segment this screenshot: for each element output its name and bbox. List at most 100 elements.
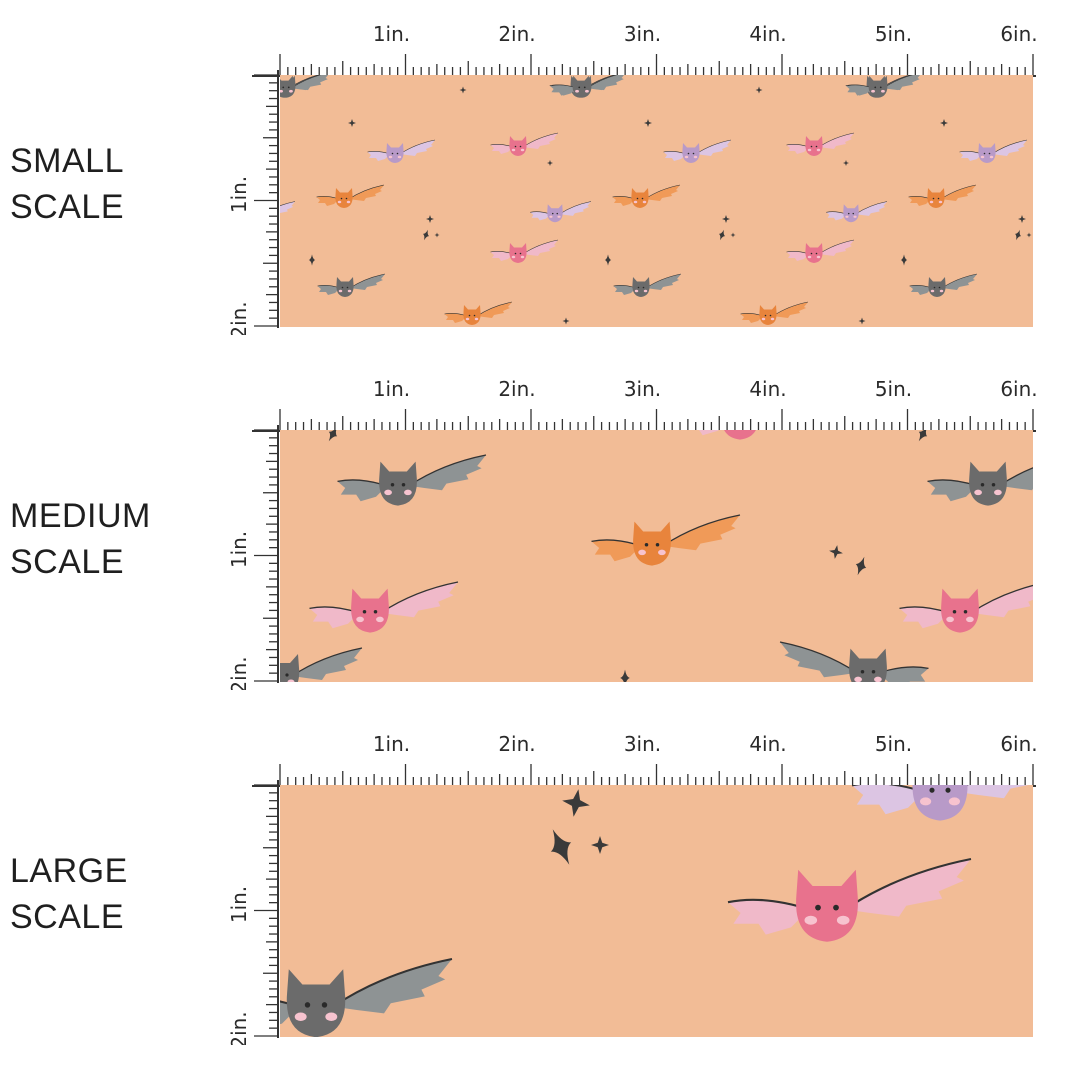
top-ruler-label: 2in. <box>498 377 535 401</box>
star-icon <box>1018 215 1026 223</box>
star-icon <box>858 317 866 325</box>
scale-label: LARGE SCALE <box>10 848 128 940</box>
left-ruler-label: 1in. <box>227 176 251 213</box>
sparkle-icon <box>620 669 630 682</box>
star-icon <box>829 545 843 559</box>
bat-icon <box>908 184 977 208</box>
fabric-swatch <box>280 785 1033 1037</box>
bat-icon <box>663 139 732 163</box>
star-icon <box>940 119 948 127</box>
scale-label-line2: SCALE <box>10 188 124 226</box>
bat-icon <box>280 75 329 98</box>
sparkle-icon <box>604 254 612 266</box>
left-ruler-label: 2in. <box>227 301 251 335</box>
bat-icon <box>779 641 929 682</box>
bat-icon <box>909 273 978 297</box>
star-icon <box>348 119 356 127</box>
fabric-swatch <box>280 430 1033 682</box>
top-ruler-label: 5in. <box>875 732 912 756</box>
sparkle-icon <box>550 829 572 865</box>
bat-icon <box>490 239 559 263</box>
sparkle-icon <box>328 430 338 442</box>
sparkle-icon <box>1014 229 1022 241</box>
star-icon <box>547 160 553 166</box>
left-ruler-label: 1in. <box>227 531 251 568</box>
star-icon <box>843 160 849 166</box>
sparkle-icon <box>422 229 430 241</box>
bat-icon <box>847 75 921 98</box>
bat-icon <box>280 647 363 682</box>
top-ruler-label: 4in. <box>749 22 786 46</box>
bat-icon <box>280 201 296 213</box>
star-icon <box>722 215 730 223</box>
fabric-swatch <box>280 75 1033 327</box>
bat-icon <box>786 239 855 263</box>
scale-label-line1: MEDIUM <box>10 497 151 535</box>
top-ruler-label: 3in. <box>624 732 661 756</box>
top-ruler: 1in. 2in. 3in. 4in. 5in. 6in. <box>252 720 1042 790</box>
left-ruler-label: 2in. <box>227 1011 251 1045</box>
scale-label: MEDIUM SCALE <box>10 493 151 585</box>
top-ruler: 1in. 2in. 3in. 4in. 5in. 6in. <box>252 10 1042 80</box>
scale-label-line2: SCALE <box>10 898 124 936</box>
scale-label-line1: LARGE <box>10 852 128 890</box>
star-icon <box>644 119 652 127</box>
bat-icon <box>280 957 453 1037</box>
left-ruler: 1in. 2in. <box>220 780 282 1045</box>
bat-icon <box>613 273 682 297</box>
left-ruler-label: 1in. <box>227 886 251 923</box>
sparkle-icon <box>855 556 867 576</box>
top-ruler-label: 3in. <box>624 22 661 46</box>
top-ruler-label: 1in. <box>373 732 410 756</box>
star-icon <box>755 86 763 94</box>
bat-icon <box>927 461 1033 506</box>
star-icon <box>459 86 467 94</box>
bat-icon <box>337 454 487 506</box>
bat-icon <box>367 139 436 163</box>
bat-icon <box>444 301 513 325</box>
scale-label-line2: SCALE <box>10 543 124 581</box>
top-ruler-label: 1in. <box>373 377 410 401</box>
bat-icon <box>959 139 1028 163</box>
panel-large-scale: LARGE SCALE 1in. 2in. 3in. 4in. 5in. 6in. 1in… <box>0 710 1080 1050</box>
bat-icon <box>591 514 741 566</box>
sparkle-icon <box>918 430 928 442</box>
top-ruler-label: 2in. <box>498 22 535 46</box>
top-ruler-label: 4in. <box>749 377 786 401</box>
bat-icon <box>699 430 756 440</box>
top-ruler-label: 3in. <box>624 377 661 401</box>
sparkle-icon <box>718 229 726 241</box>
left-ruler: 1in. 2in. <box>220 425 282 690</box>
sparkle-icon <box>900 254 908 266</box>
star-icon <box>562 789 590 817</box>
bat-icon <box>826 201 888 223</box>
scale-label-line1: SMALL <box>10 142 124 180</box>
top-ruler: 1in. 2in. 3in. 4in. 5in. 6in. <box>252 365 1042 435</box>
star-icon <box>426 215 434 223</box>
top-ruler-label: 6in. <box>1000 732 1037 756</box>
top-ruler-label: 4in. <box>749 732 786 756</box>
top-ruler-label: 1in. <box>373 22 410 46</box>
bat-icon <box>727 857 972 942</box>
bat-icon <box>612 184 681 208</box>
top-ruler-label: 2in. <box>498 732 535 756</box>
top-ruler-label: 6in. <box>1000 22 1037 46</box>
star-icon <box>1026 232 1032 238</box>
star-icon <box>562 317 570 325</box>
panel-small-scale: SMALL SCALE 1in. 2in. 3in. 4in. 5in. 6in. 1in… <box>0 0 1080 340</box>
top-ruler-label: 6in. <box>1000 377 1037 401</box>
bat-icon <box>551 75 625 98</box>
scale-label: SMALL SCALE <box>10 138 124 230</box>
bat-icon <box>851 785 1029 821</box>
star-icon <box>591 836 609 854</box>
bat-icon <box>309 581 459 633</box>
star-icon <box>434 232 440 238</box>
top-ruler-label: 5in. <box>875 377 912 401</box>
bat-icon <box>899 584 1033 633</box>
bat-icon <box>786 132 855 156</box>
left-ruler: 1in. 2in. <box>220 70 282 335</box>
star-icon <box>730 232 736 238</box>
panel-medium-scale: MEDIUM SCALE 1in. 2in. 3in. 4in. 5in. 6in. 1i… <box>0 355 1080 695</box>
top-ruler-label: 5in. <box>875 22 912 46</box>
sparkle-icon <box>308 254 316 266</box>
